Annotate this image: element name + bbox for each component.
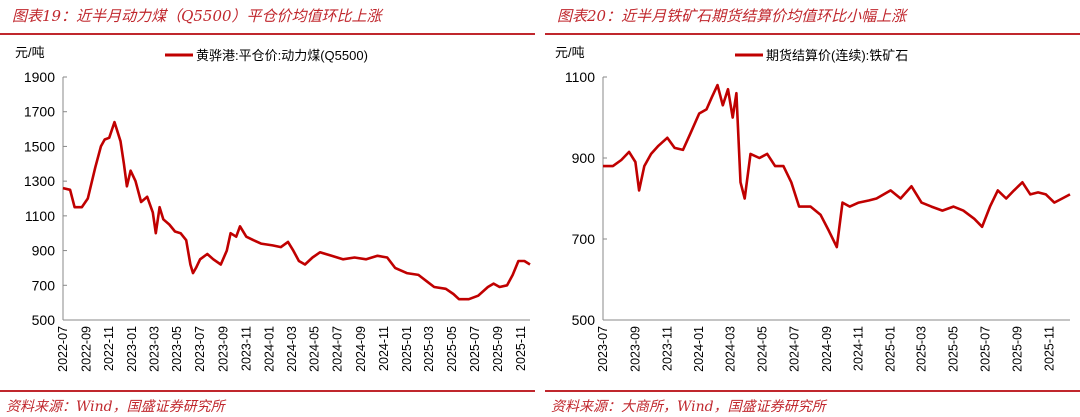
x-tick-label: 2024-07 <box>331 326 345 372</box>
x-tick-label: 2024-03 <box>285 326 299 372</box>
y-tick-label: 900 <box>572 150 596 166</box>
x-tick-label: 2023-03 <box>147 326 161 372</box>
x-tick-label: 2025-03 <box>422 326 436 372</box>
x-tick-label: 2023-11 <box>660 326 674 371</box>
x-tick-label: 2025-05 <box>946 326 960 372</box>
legend-label: 期货结算价(连续):铁矿石 <box>766 48 908 63</box>
x-tick-label: 2025-03 <box>914 326 928 372</box>
source-note: 资料来源：大商所，Wind，国盛证券研究所 <box>551 399 826 415</box>
x-tick-label: 2025-05 <box>445 326 459 372</box>
chart-panel-coal: 图表19：近半月动力煤（Q5500）平仓价均值环比上涨 元/吨 1900 1700 1… <box>0 0 535 417</box>
y-tick-label: 1100 <box>25 208 55 224</box>
chart-panel-iron-ore: 图表20：近半月铁矿石期货结算价均值环比小幅上涨 元/吨 1100 900 700 50… <box>545 0 1080 417</box>
chart-title: 图表20：近半月铁矿石期货结算价均值环比小幅上涨 <box>557 7 907 25</box>
x-tick-label: 2025-07 <box>978 326 992 372</box>
x-tick-label: 2024-07 <box>787 326 801 372</box>
x-tick-label: 2025-09 <box>1011 326 1025 372</box>
y-tick-label: 1500 <box>24 138 55 154</box>
divider <box>0 390 535 392</box>
chart-title: 图表19：近半月动力煤（Q5500）平仓价均值环比上涨 <box>12 7 382 25</box>
x-tick-label: 2023-07 <box>596 326 610 372</box>
x-tick-label: 2023-07 <box>193 326 207 372</box>
divider <box>545 390 1080 392</box>
y-axis-unit: 元/吨 <box>555 45 585 60</box>
y-tick-label: 700 <box>32 277 56 293</box>
source-note: 资料来源：Wind，国盛证券研究所 <box>6 399 225 415</box>
x-tick-label: 2023-09 <box>628 326 642 372</box>
y-tick-label: 500 <box>572 312 596 328</box>
x-tick-label: 2023-09 <box>216 326 230 372</box>
x-tick-label: 2025-11 <box>514 326 528 371</box>
y-tick-label: 700 <box>572 231 596 247</box>
x-tick-label: 2022-11 <box>102 326 116 371</box>
y-axis-unit: 元/吨 <box>15 45 45 60</box>
x-tick-label: 2023-01 <box>125 326 139 372</box>
y-tick-label: 1900 <box>24 69 55 85</box>
x-tick-label: 2025-07 <box>468 326 482 372</box>
x-tick-label: 2024-05 <box>756 326 770 372</box>
x-tick-label: 2024-03 <box>724 326 738 372</box>
x-tick-label: 2024-11 <box>852 326 866 371</box>
y-tick-label: 1700 <box>24 104 55 120</box>
x-tick-label: 2022-07 <box>56 326 70 372</box>
x-tick-label: 2025-11 <box>1043 326 1057 371</box>
x-tick-label: 2023-11 <box>239 326 253 371</box>
divider <box>545 33 1080 35</box>
x-tick-label: 2024-01 <box>262 326 276 372</box>
series-line <box>603 83 1071 249</box>
x-tick-label: 2025-09 <box>491 326 505 372</box>
legend-label: 黄骅港:平仓价:动力煤(Q5500) <box>196 48 368 63</box>
x-tick-label: 2024-11 <box>377 326 391 371</box>
x-tick-label: 2025-01 <box>884 326 898 372</box>
x-tick-label: 2024-01 <box>692 326 706 372</box>
x-tick-label: 2024-05 <box>308 326 322 372</box>
x-tick-label: 2023-05 <box>170 326 184 372</box>
divider <box>0 33 535 35</box>
x-tick-label: 2024-09 <box>820 326 834 372</box>
series-line <box>62 120 531 301</box>
y-tick-label: 500 <box>32 312 56 328</box>
x-tick-label: 2025-01 <box>400 326 414 372</box>
x-tick-label: 2024-09 <box>354 326 368 372</box>
x-tick-label: 2022-09 <box>79 326 93 372</box>
y-tick-label: 1100 <box>565 69 595 85</box>
y-tick-label: 1300 <box>24 173 55 189</box>
y-tick-label: 900 <box>32 243 56 259</box>
